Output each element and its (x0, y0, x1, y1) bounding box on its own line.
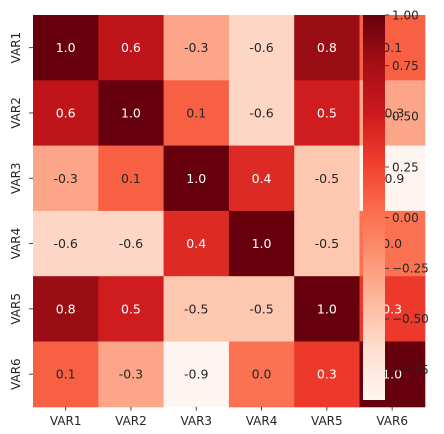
cell-value-label: -0.6 (119, 236, 143, 251)
cell-value-label: -0.3 (119, 367, 143, 382)
cell-value-label: -0.5 (249, 301, 273, 316)
colorbar-ticks: 1.00 0.75 0.50 0.25 0.00 −0.25 −0.50 −0.75 (385, 8, 429, 377)
heatmap-cell-var5-var3 (163, 276, 230, 342)
heatmap-cell-var1-var3 (163, 15, 230, 81)
heatmap-cell-var2-var1 (33, 80, 99, 147)
y-tick-label: VAR5 (9, 293, 23, 325)
cell-value-label: 0.4 (186, 236, 206, 251)
y-tick-label: VAR1 (9, 32, 23, 64)
heatmap-annotations: 1.0 0.6 -0.3 -0.6 0.8 0.1 0.6 1.0 0.1 -0.6 0.5 -0.3… (53, 40, 404, 382)
cell-value-label: -0.5 (184, 301, 208, 316)
heatmap-cell-var6-var5 (294, 341, 360, 408)
colorbar-tick-label: 0.75 (392, 59, 419, 73)
heatmap-cell-var3-var2 (98, 145, 165, 212)
x-tick-label: VAR4 (246, 414, 278, 428)
colorbar-tick-label: 1.00 (392, 8, 419, 22)
heatmap-cell-var2-var5 (294, 80, 360, 147)
heatmap-cell-var4-var5 (294, 210, 360, 277)
cell-value-label: -0.9 (380, 171, 404, 186)
heatmap-cell-var1-var5 (294, 15, 360, 81)
cell-value-label: -0.3 (53, 171, 77, 186)
cell-value-label: 0.8 (317, 40, 337, 55)
cell-value-label: -0.6 (249, 105, 273, 120)
x-tick-label: VAR2 (115, 414, 147, 428)
cell-value-label: 0.6 (56, 105, 76, 120)
cell-value-label: 0.0 (252, 367, 272, 382)
heatmap-cell-var6-var1 (33, 341, 99, 408)
heatmap-cell-var5-var4 (228, 276, 295, 342)
heatmap-cells (33, 15, 426, 408)
x-tick-label: VAR1 (50, 414, 82, 428)
cell-value-label: 0.3 (317, 367, 337, 382)
cell-value-label: -0.6 (53, 236, 77, 251)
cell-value-label: 0.3 (382, 301, 402, 316)
heatmap-cell-var3-var3 (163, 145, 230, 212)
x-tick-label: VAR6 (376, 414, 408, 428)
heatmap-cell-var6-var2 (98, 341, 165, 408)
cell-value-label: -0.3 (184, 40, 208, 55)
y-tick-label: VAR2 (9, 97, 23, 129)
cell-value-label: 1.0 (56, 40, 76, 55)
cell-value-label: -0.5 (315, 171, 339, 186)
cell-value-label: 0.8 (56, 301, 76, 316)
colorbar-tick-label: 0.25 (392, 160, 419, 174)
cell-value-label: 1.0 (382, 367, 402, 382)
colorbar-tick-label: 0.50 (392, 110, 419, 124)
heatmap-cell-var3-var1 (33, 145, 99, 212)
heatmap-cell-var4-var2 (98, 210, 165, 277)
heatmap-cell-var5-var5 (294, 276, 360, 342)
cell-value-label: 1.0 (317, 301, 337, 316)
heatmap-cell-var5-var1 (33, 276, 99, 342)
colorbar-gradient (363, 15, 385, 400)
colorbar-tick-label: 0.00 (392, 211, 419, 225)
cell-value-label: 0.5 (121, 301, 141, 316)
heatmap-cell-var1-var1 (33, 15, 99, 81)
cell-value-label: 1.0 (252, 236, 272, 251)
cell-value-label: 0.1 (56, 367, 76, 382)
heatmap-cell-var3-var5 (294, 145, 360, 212)
heatmap-cell-var2-var2 (98, 80, 165, 147)
heatmap-cell-var4-var1 (33, 210, 99, 277)
heatmap-cell-var2-var4 (228, 80, 295, 147)
cell-value-label: 0.5 (317, 105, 337, 120)
y-axis-ticks: VAR1 VAR2 VAR3 VAR4 VAR5 VAR6 (9, 32, 33, 390)
heatmap-cell-var1-var2 (98, 15, 165, 81)
cell-value-label: 1.0 (186, 171, 206, 186)
cell-value-label: 0.6 (121, 40, 141, 55)
x-tick-label: VAR5 (311, 414, 343, 428)
x-axis-ticks: VAR1 VAR2 VAR3 VAR4 VAR5 VAR6 (50, 406, 408, 428)
y-tick-label: VAR6 (9, 358, 23, 390)
y-tick-label: VAR3 (9, 162, 23, 194)
colorbar: 1.00 0.75 0.50 0.25 0.00 −0.25 −0.50 −0.75 (363, 8, 429, 400)
heatmap-cell-var5-var2 (98, 276, 165, 342)
heatmap-cell-var4-var4 (228, 210, 295, 277)
heatmap-cell-var3-var4 (228, 145, 295, 212)
heatmap-cell-var4-var3 (163, 210, 230, 277)
cell-value-label: 1.0 (121, 105, 141, 120)
cell-value-label: -0.5 (315, 236, 339, 251)
heatmap-cell-var6-var4 (228, 341, 295, 408)
colorbar-tick-label: −0.75 (392, 363, 429, 377)
cell-value-label: 0.4 (252, 171, 272, 186)
cell-value-label: 0.1 (121, 171, 141, 186)
cell-value-label: 0.1 (186, 105, 206, 120)
cell-value-label: 0.0 (382, 236, 402, 251)
colorbar-tick-label: −0.50 (392, 312, 429, 326)
cell-value-label: 0.1 (382, 40, 402, 55)
colorbar-tick-label: −0.25 (392, 262, 429, 276)
heatmap-cell-var1-var4 (228, 15, 295, 81)
y-tick-label: VAR4 (9, 228, 23, 260)
x-tick-label: VAR3 (180, 414, 212, 428)
cell-value-label: -0.9 (184, 367, 208, 382)
cell-value-label: -0.6 (249, 40, 273, 55)
heatmap-cell-var2-var3 (163, 80, 230, 147)
heatmap-cell-var6-var3 (163, 341, 230, 408)
